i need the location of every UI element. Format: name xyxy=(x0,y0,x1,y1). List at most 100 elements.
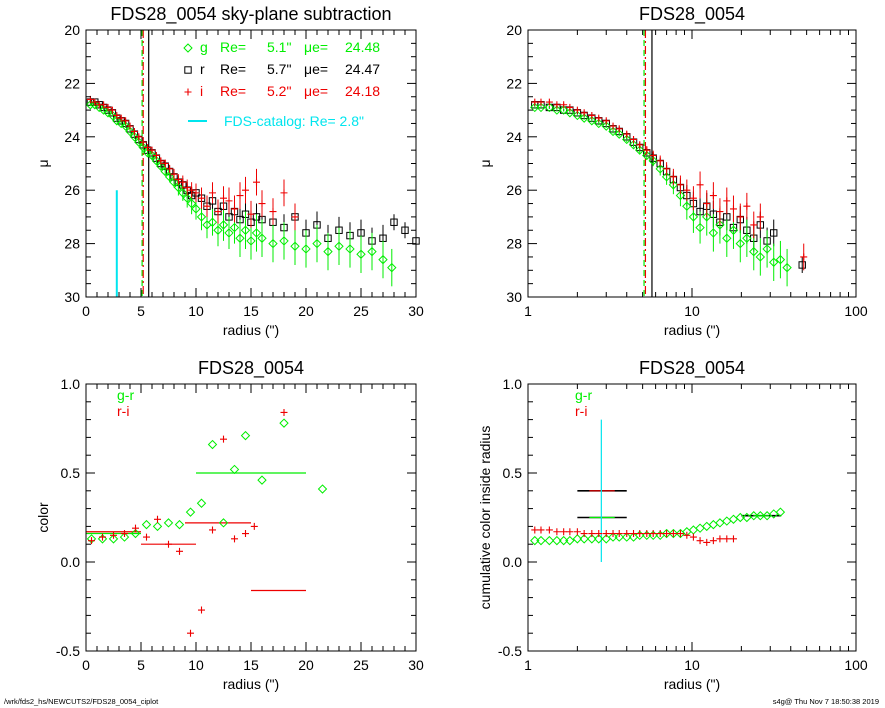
data-point-g xyxy=(279,236,289,246)
data-point-g xyxy=(129,132,140,142)
data-point-i xyxy=(545,526,553,534)
data-point-i xyxy=(566,528,574,536)
plot-frame xyxy=(527,383,857,652)
x-tick-label: 25 xyxy=(353,303,369,319)
data-point-g xyxy=(196,212,207,222)
data-point-i xyxy=(676,181,684,189)
data-point-g xyxy=(530,535,540,546)
data-point-g xyxy=(213,225,223,235)
y-tick-label: 22 xyxy=(506,75,522,91)
data-point-g xyxy=(587,534,597,544)
data-point-g xyxy=(695,222,705,233)
data-point-g xyxy=(565,108,575,118)
data-point-i xyxy=(198,194,205,202)
data-point-g xyxy=(312,238,322,249)
data-point-i xyxy=(649,151,657,159)
data-point-g xyxy=(151,156,162,166)
data-point-g xyxy=(290,241,300,251)
data-point-i xyxy=(192,189,200,197)
data-point-g xyxy=(608,532,618,542)
chart-title: FDS28_0054 sky-plane subtraction xyxy=(110,4,391,25)
y-tick-label: -0.5 xyxy=(56,643,80,659)
data-point-i xyxy=(709,537,717,545)
x-tick-label: 15 xyxy=(243,303,259,319)
y-tick-label: 28 xyxy=(506,236,522,252)
data-point-i xyxy=(553,528,561,536)
data-point-g xyxy=(134,137,144,147)
data-point-i xyxy=(537,526,545,534)
data-point-g xyxy=(755,511,766,521)
data-point-g xyxy=(728,225,739,235)
p3-legend: g-rr-i xyxy=(117,387,134,419)
plot-frame xyxy=(85,383,417,652)
data-point-g xyxy=(536,535,546,546)
data-point-g xyxy=(762,244,772,254)
data-point-g xyxy=(708,228,719,238)
data-point-g xyxy=(116,118,126,129)
x-tick-label: 25 xyxy=(353,657,369,673)
p1-re-lines xyxy=(141,30,150,297)
legend-mue-label: μe= xyxy=(304,83,328,99)
data-point-g xyxy=(191,204,201,214)
legend-mue-value: 24.18 xyxy=(345,83,380,99)
data-point-g xyxy=(702,521,712,532)
x-axis-label: radius (") xyxy=(223,676,279,692)
data-point-i xyxy=(602,530,610,538)
data-point-i xyxy=(743,202,751,210)
data-point-i xyxy=(580,530,588,538)
data-point-i xyxy=(636,141,644,149)
data-point-g xyxy=(668,528,679,539)
data-point-g xyxy=(218,518,229,528)
x-tick-label: 10 xyxy=(188,657,204,673)
legend-label-g-r: g-r xyxy=(575,387,592,403)
data-point-g xyxy=(174,519,185,530)
data-point-i xyxy=(91,98,99,106)
data-point-i xyxy=(132,524,139,532)
p1-data xyxy=(85,95,420,287)
data-point-i xyxy=(152,151,160,159)
data-point-g xyxy=(130,528,141,539)
data-point-g xyxy=(107,110,118,121)
data-point-i xyxy=(729,205,737,213)
data-point-i xyxy=(220,435,227,443)
legend-re-label: Re= xyxy=(220,39,246,55)
y-tick-label: 26 xyxy=(506,182,522,198)
data-point-g xyxy=(688,212,699,222)
data-point-i xyxy=(636,530,644,538)
data-point-g xyxy=(257,233,267,243)
data-point-i xyxy=(148,146,156,154)
x-tick-label: 30 xyxy=(408,303,424,319)
data-point-i xyxy=(537,98,545,106)
data-point-g xyxy=(317,484,328,494)
data-point-i xyxy=(615,125,623,133)
data-point-i xyxy=(729,535,737,543)
data-point-g xyxy=(614,532,624,542)
data-point-g xyxy=(742,233,752,243)
data-point-g xyxy=(755,252,766,262)
data-point-g xyxy=(749,511,759,521)
data-point-g xyxy=(579,534,589,544)
data-point-g xyxy=(688,525,699,535)
data-point-g xyxy=(218,220,229,230)
y-tick-label: 24 xyxy=(64,129,80,145)
data-point-g xyxy=(769,257,779,267)
data-point-g xyxy=(141,519,152,530)
legend-band-label: g xyxy=(200,39,208,55)
data-point-g xyxy=(120,121,131,131)
data-point-i xyxy=(683,531,691,539)
x-tick-label: 1 xyxy=(524,303,532,319)
data-point-i xyxy=(696,181,704,189)
x-tick-label: 10 xyxy=(684,303,700,319)
data-point-r xyxy=(390,218,398,226)
data-point-i xyxy=(157,157,165,165)
p2-data xyxy=(530,98,808,287)
data-point-i xyxy=(220,194,227,202)
legend-re-label: Re= xyxy=(220,61,246,77)
chart-title: FDS28_0054 xyxy=(198,358,304,379)
data-point-g xyxy=(251,228,262,238)
data-point-i xyxy=(588,530,596,538)
y-tick-label: 30 xyxy=(64,289,80,305)
y-tick-label: 0.5 xyxy=(503,465,523,481)
